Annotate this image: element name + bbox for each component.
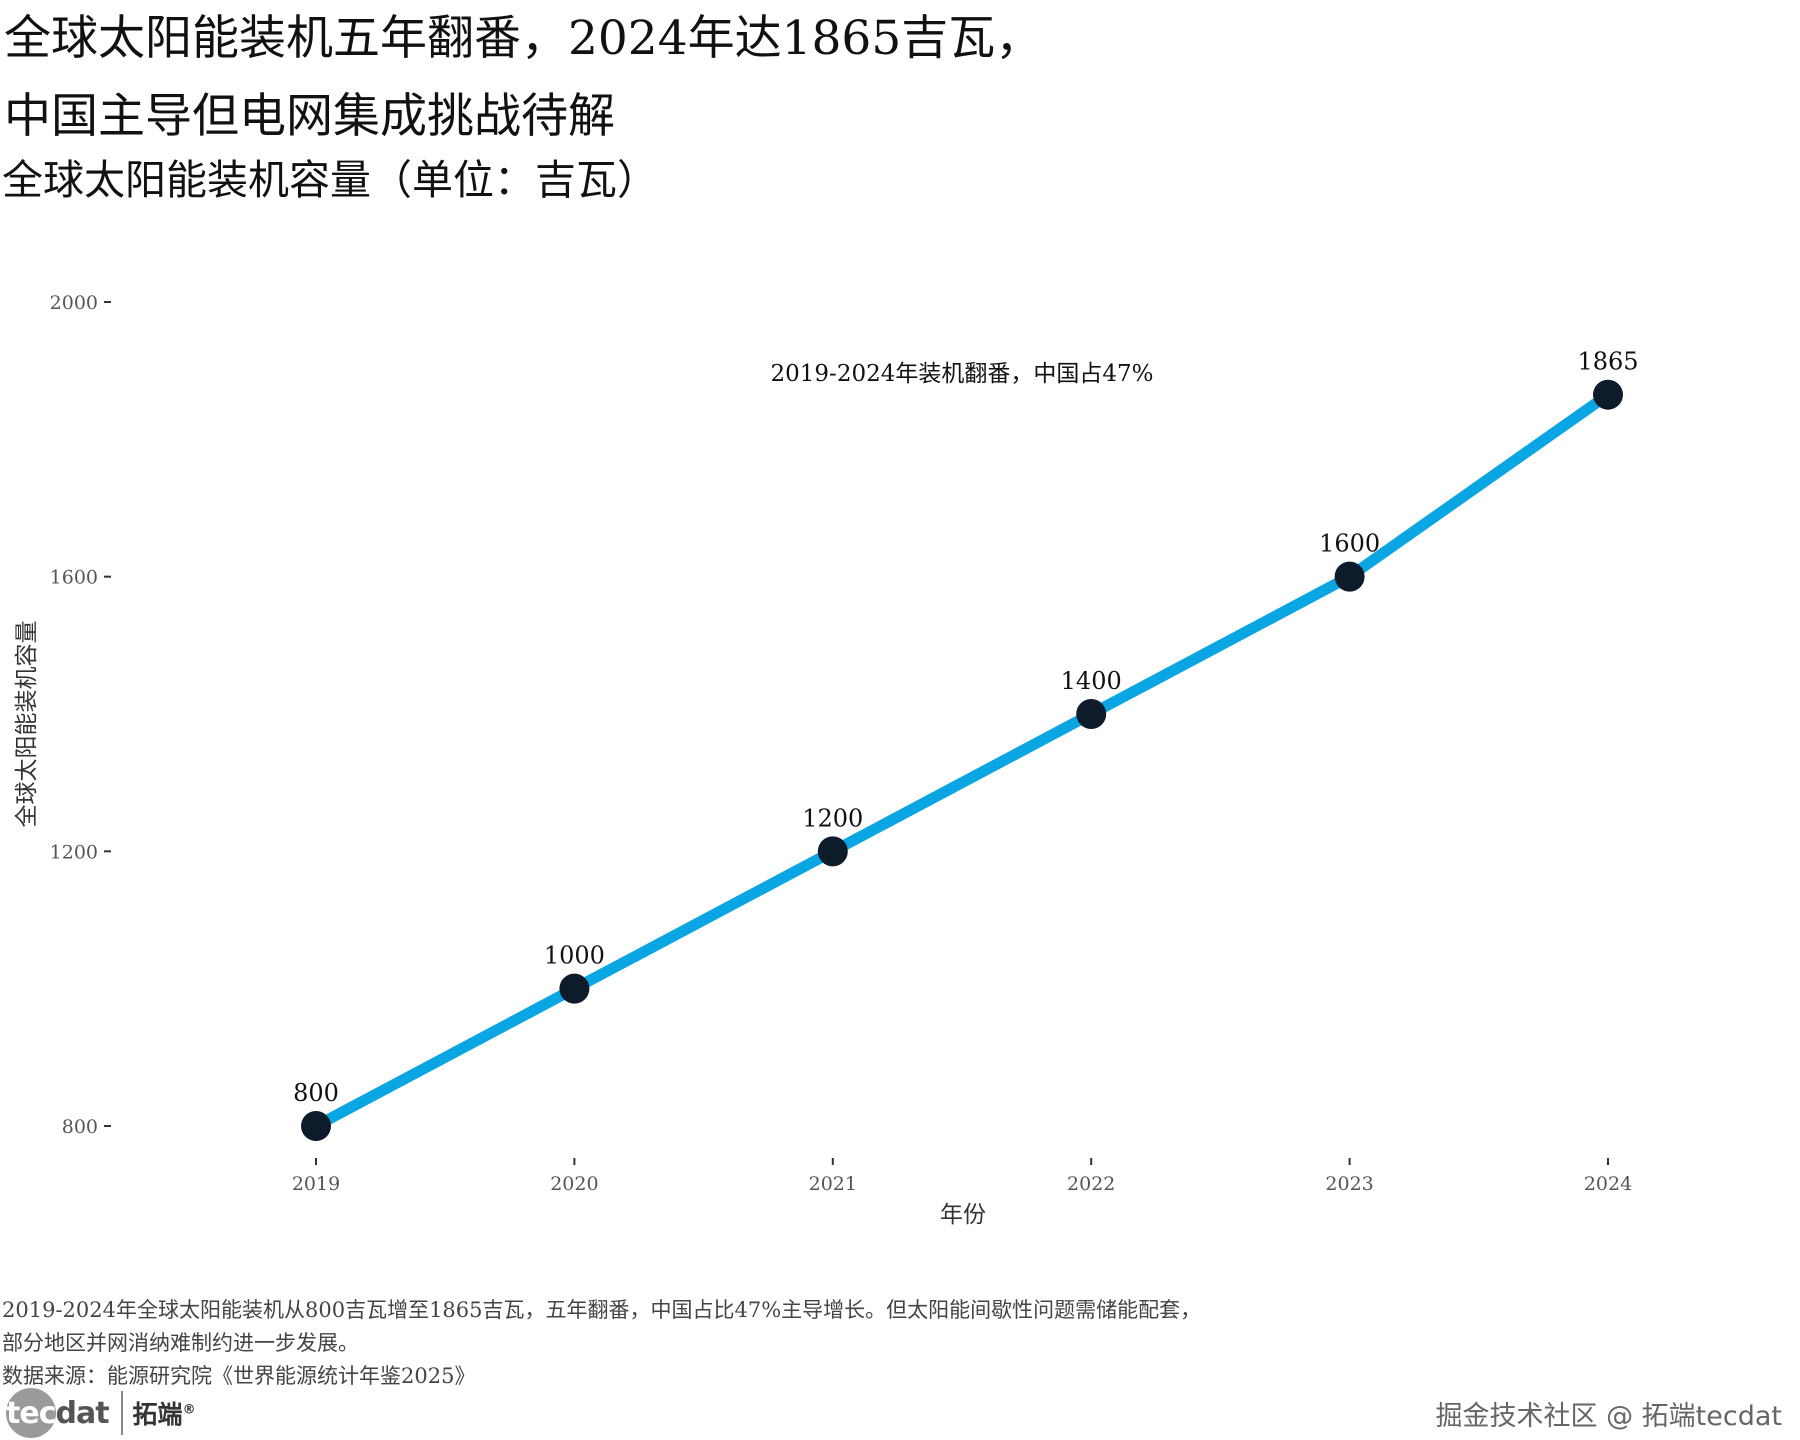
x-tick-label: 2019 — [292, 1173, 340, 1195]
y-tick-label: 1200 — [50, 841, 98, 863]
data-label: 800 — [293, 1079, 339, 1107]
y-tick-label: 800 — [62, 1116, 98, 1138]
y-axis: 800 1200 1600 2000 — [50, 292, 111, 1138]
x-axis: 2019 2020 2021 2022 2023 2024 — [292, 1158, 1632, 1195]
data-point — [1593, 379, 1623, 410]
chart-subtitle: 全球太阳能装机容量（单位：吉瓦） — [2, 156, 658, 204]
x-tick-label: 2023 — [1325, 1173, 1373, 1195]
data-point — [1076, 699, 1107, 729]
logo-wordmark: tecdat — [6, 1395, 110, 1431]
data-point — [559, 973, 590, 1004]
chart-caption: 2019-2024年全球太阳能装机从800吉瓦增至1865吉瓦，五年翻番，中国占… — [2, 1294, 1201, 1393]
series-line — [310, 389, 1614, 1132]
watermark: 掘金技术社区 @ 拓端tecdat — [1435, 1401, 1782, 1432]
data-point — [301, 1111, 331, 1141]
x-tick-label: 2024 — [1584, 1173, 1632, 1195]
tecdat-logo: tecdat 拓端® — [4, 1386, 196, 1440]
logo-chinese: 拓端® — [132, 1400, 196, 1429]
x-axis-title: 年份 — [940, 1202, 986, 1228]
chart-title-line-1: 全球太阳能装机五年翻番，2024年达1865吉瓦， — [4, 11, 1043, 66]
chart-title-line-2: 中国主导但电网集成挑战待解 — [4, 89, 615, 144]
data-label: 1000 — [544, 942, 605, 970]
data-label: 1400 — [1061, 667, 1122, 695]
data-label: 1600 — [1319, 530, 1380, 558]
x-tick-label: 2022 — [1067, 1173, 1115, 1195]
data-point — [1334, 561, 1365, 592]
caption-source: 数据来源：能源研究院《世界能源统计年鉴2025》 — [2, 1364, 476, 1388]
y-axis-title: 全球太阳能装机容量 — [14, 621, 40, 828]
caption-line-2: 部分地区并网消纳难制约进一步发展。 — [2, 1331, 359, 1355]
logo-mark: tecdat — [4, 1386, 110, 1440]
x-tick-label: 2021 — [809, 1173, 857, 1195]
chart-title: 全球太阳能装机五年翻番，2024年达1865吉瓦， 中国主导但电网集成挑战待解 — [4, 0, 1042, 156]
series-layer: 800 1000 1200 1400 1600 1865 — [293, 348, 1639, 1141]
y-tick-label: 2000 — [50, 292, 98, 314]
y-tick-label: 1600 — [50, 567, 98, 589]
data-label: 1865 — [1577, 348, 1638, 376]
x-tick-label: 2020 — [550, 1173, 598, 1195]
data-label: 1200 — [802, 804, 863, 832]
logo-divider — [120, 1391, 123, 1435]
logo-circle-icon — [6, 1388, 56, 1438]
caption-line-1: 2019-2024年全球太阳能装机从800吉瓦增至1865吉瓦，五年翻番，中国占… — [2, 1298, 1202, 1322]
chart-annotation: 2019-2024年装机翻番，中国占47% — [771, 361, 1154, 387]
data-point — [817, 836, 848, 867]
